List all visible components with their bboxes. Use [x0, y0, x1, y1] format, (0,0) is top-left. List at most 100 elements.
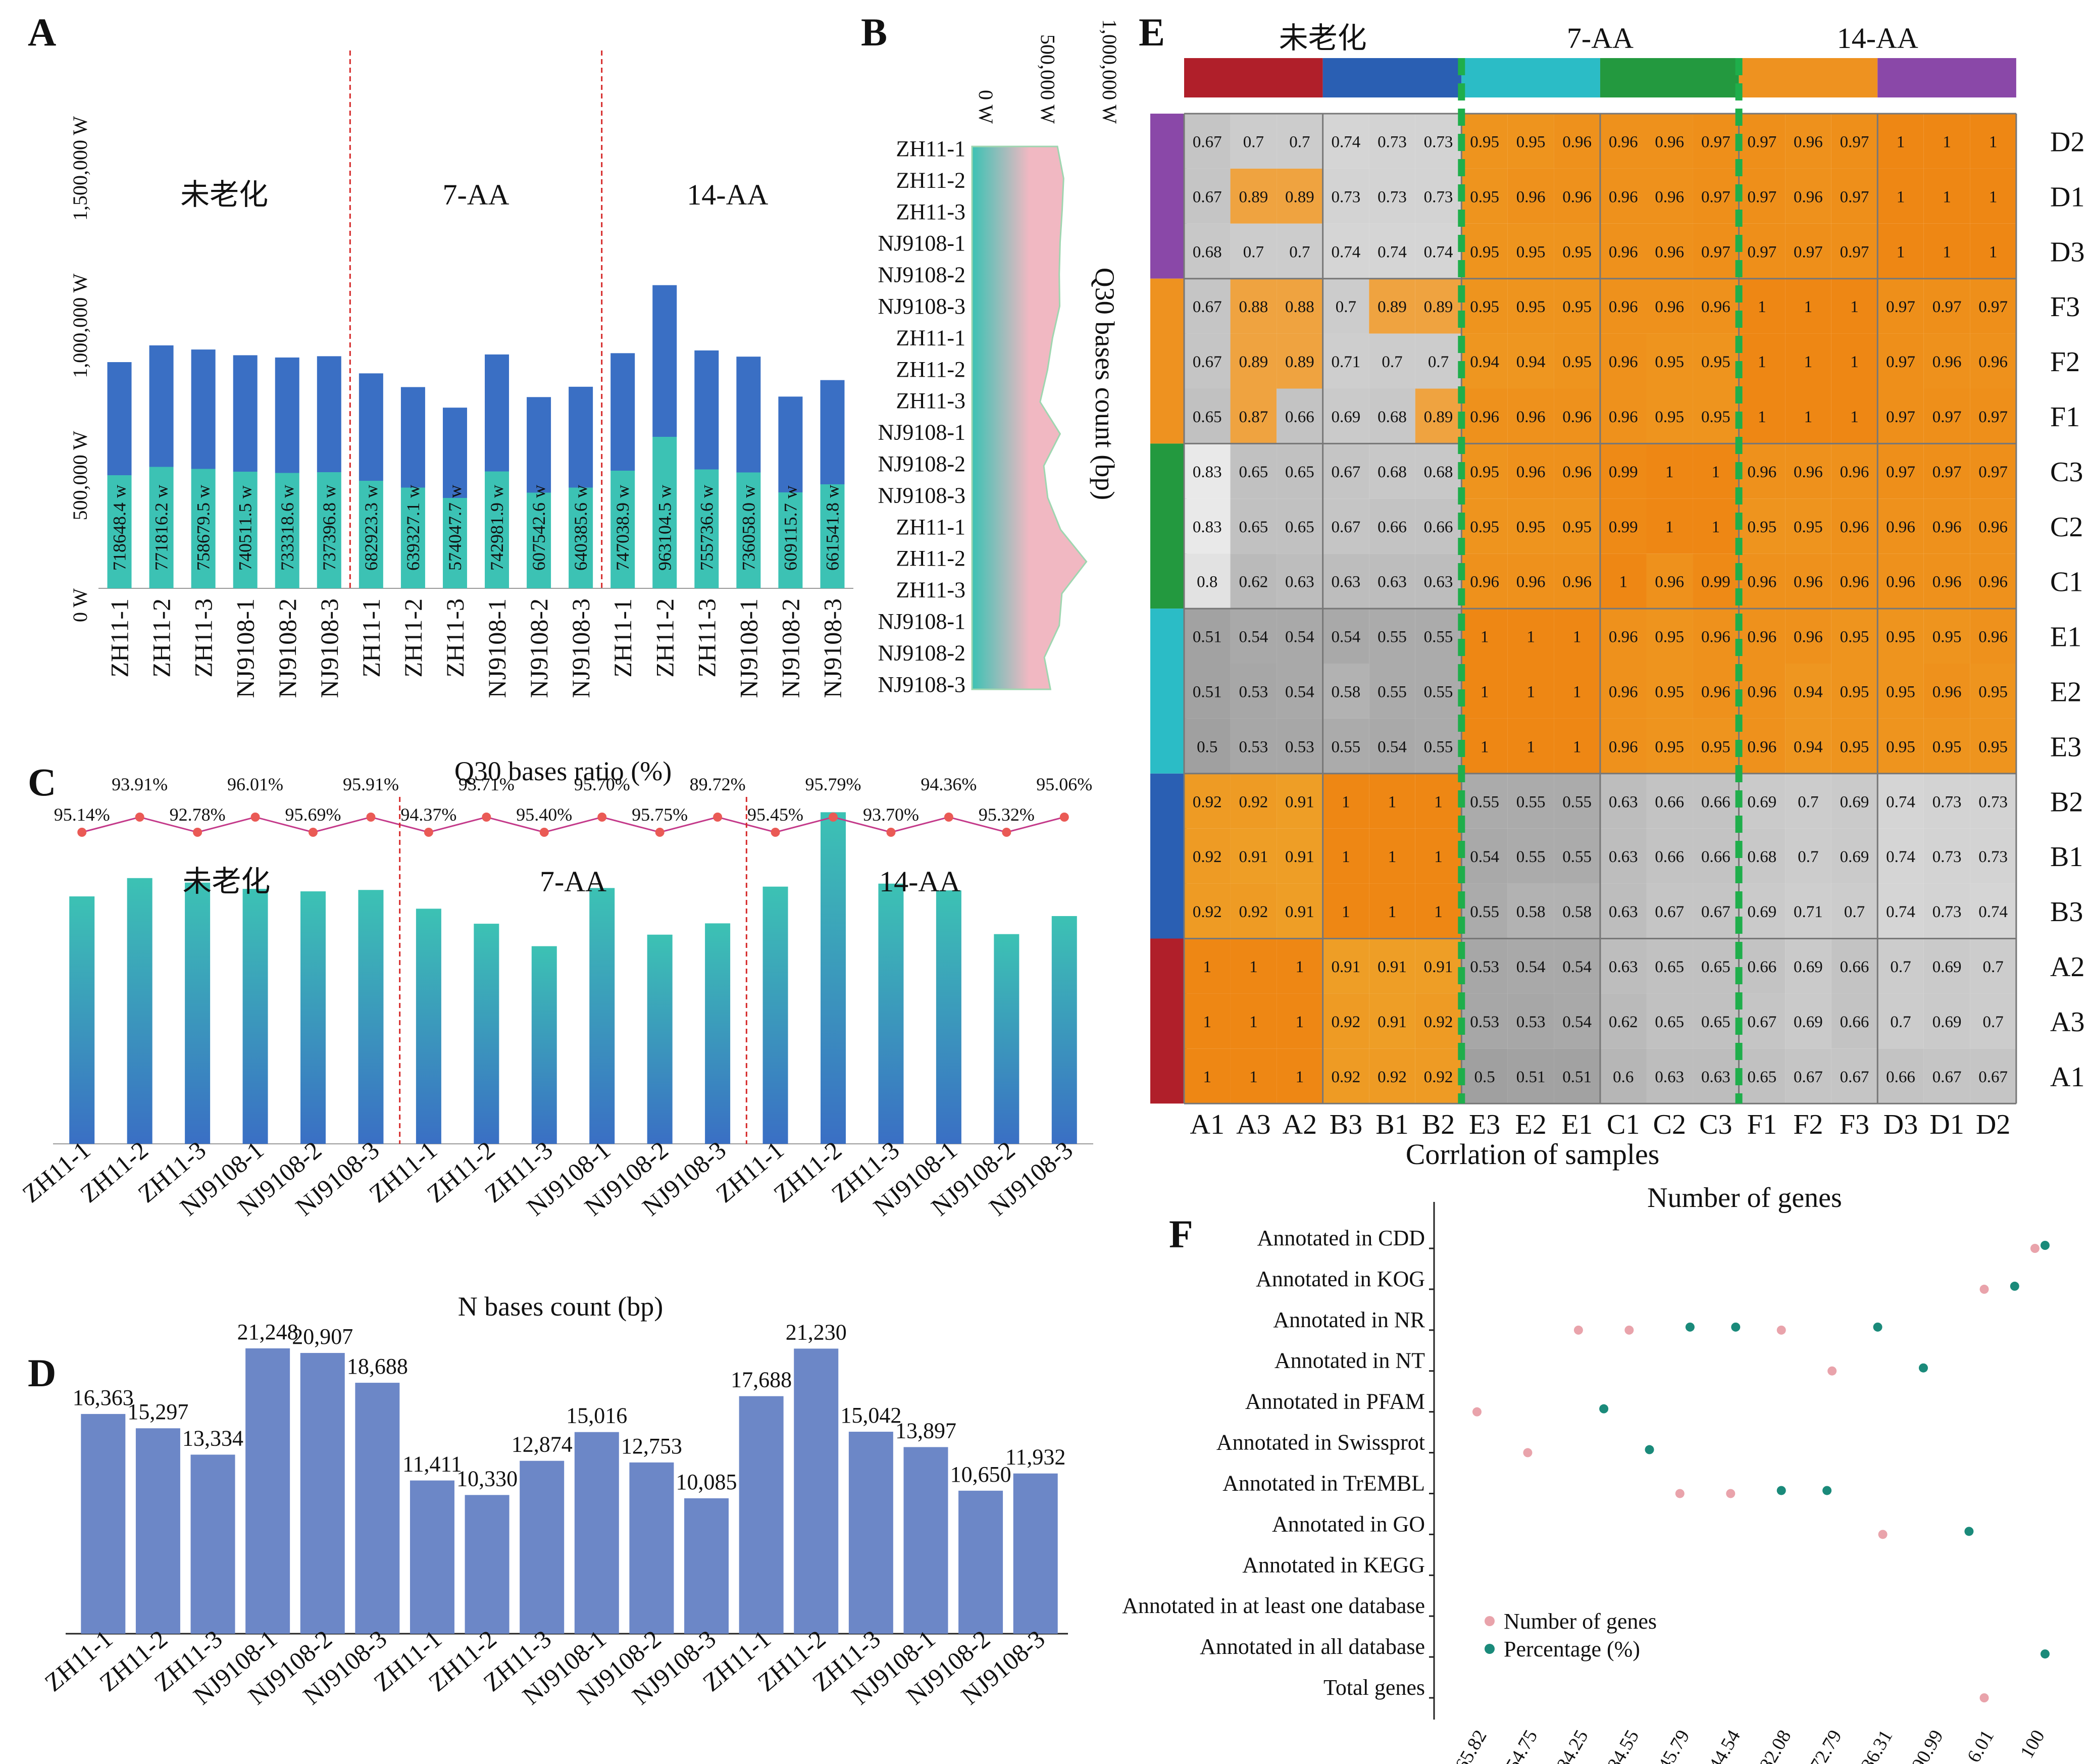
panel-e-cell-label: 0.95 [1932, 628, 1962, 646]
panel-e-cell [1415, 278, 1462, 334]
panel-c-ratio-point [539, 828, 549, 837]
panel-e-cell [1322, 114, 1369, 169]
panel-e-cell-label: 0.95 [1701, 353, 1730, 371]
panel-e-cell [1831, 609, 1878, 664]
panel-e-cell-label: 0.96 [1516, 573, 1546, 591]
panel-e-cell [1369, 443, 1415, 499]
panel-e-cell-label: 0.55 [1470, 793, 1499, 811]
panel-e-cell-label: 0.74 [1978, 903, 2008, 921]
panel-e-row-label: F1 [2050, 401, 2080, 433]
panel-e-cell-label: 0.65 [1285, 463, 1314, 481]
panel-e-cell [1970, 278, 2016, 334]
panel-e-cell-label: 0.73 [1978, 793, 2008, 811]
panel-e-cell [1600, 1048, 1647, 1104]
panel-e-cell [1646, 333, 1693, 389]
panel-d-bar [410, 1480, 454, 1634]
panel-e-cell-label: 1 [1481, 628, 1489, 646]
panel-e-cell [1923, 114, 1970, 169]
panel-e-cell-label: 0.66 [1424, 518, 1453, 536]
panel-e-cell-label: 0.67 [1332, 463, 1361, 481]
panel-e-cell-label: 1 [1249, 958, 1258, 976]
panel-c-ratio-point [309, 828, 318, 837]
panel-f-xtick: 84.55 [1603, 1727, 1643, 1764]
panel-a-xtick: ZH11-3 [692, 598, 721, 677]
panel-e-cell-label: 0.95 [1655, 353, 1684, 371]
panel-e-cell [1554, 388, 1600, 444]
panel-a-bar [400, 387, 425, 588]
panel-e-cell [1230, 553, 1277, 609]
panel-e-cell [1646, 278, 1693, 334]
panel-e-cell [1785, 388, 1831, 444]
panel-e-col-label: D1 [1929, 1109, 1964, 1140]
panel-e-cell [1739, 828, 1786, 884]
panel-a-xtick: NJ9108-2 [525, 598, 553, 698]
panel-e-cell-label: 0.62 [1239, 573, 1268, 591]
panel-e-cell-label: 0.96 [1748, 628, 1777, 646]
panel-c-ratio-point [193, 828, 202, 837]
panel-e-cell [1600, 168, 1647, 224]
panel-b-ytick: ZH11-2 [896, 357, 965, 382]
panel-e-cell [1184, 718, 1231, 774]
panel-a-bar [778, 396, 803, 588]
panel-e-cell [1693, 498, 1739, 554]
panel-e-cell [1970, 443, 2016, 499]
panel-c-ratio-point [1002, 828, 1011, 837]
panel-e-cell [1831, 773, 1878, 829]
panel-e-cell [1369, 828, 1415, 884]
panel-e-cell [1923, 553, 1970, 609]
panel-e-cell-label: 0.96 [1655, 298, 1684, 316]
panel-e-cell-label: 0.73 [1378, 133, 1407, 151]
panel-e-cell-label: 0.92 [1378, 1068, 1407, 1086]
panel-f-point-percentage [1919, 1363, 1928, 1373]
panel-e-cell [1461, 553, 1508, 609]
panel-e-cell [1739, 168, 1786, 224]
panel-c-ratio-point [482, 813, 491, 822]
panel-e-cell-label: 0.96 [1562, 573, 1592, 591]
panel-e-cell [1693, 388, 1739, 444]
panel-e-cell-label: 1 [1712, 463, 1720, 481]
panel-e-cell [1877, 993, 1924, 1049]
panel-e-cell [1831, 114, 1878, 169]
panel-e-cell-label: 0.95 [1701, 738, 1730, 756]
panel-e-cell [1415, 388, 1462, 444]
panel-e-cell-label: 0.97 [1701, 133, 1730, 151]
panel-e-cell [1369, 1048, 1415, 1104]
panel-e-cell-label: 0.96 [1562, 133, 1592, 151]
panel-e-cell [1646, 664, 1693, 719]
panel-e-cell [1970, 718, 2016, 774]
panel-e-cell [1739, 938, 1786, 994]
panel-e-cell [1785, 938, 1831, 994]
panel-e-cell [1831, 883, 1878, 939]
panel-e-cell-label: 0.5 [1474, 1068, 1495, 1086]
panel-e-cell [1415, 993, 1462, 1049]
panel-e-cell-label: 0.94 [1794, 683, 1823, 701]
panel-e-cell [1184, 388, 1231, 444]
panel-e-cell-label: 0.69 [1794, 1013, 1823, 1031]
panel-c-ratio-label: 96.01% [227, 774, 283, 794]
panel-c-ratio-point [829, 813, 838, 822]
panel-e-cell-label: 0.96 [1978, 628, 2008, 646]
panel-e-cell [1970, 883, 2016, 939]
panel-e-cell-label: 0.7 [1336, 298, 1356, 316]
panel-e-cell [1970, 993, 2016, 1049]
panel-f-category-label: Annotated in CDD [1257, 1226, 1425, 1250]
panel-e-cell-label: 0.7 [1289, 133, 1310, 151]
panel-e-cell-label: 0.95 [1840, 738, 1869, 756]
panel-e-cell-label: 0.96 [1748, 683, 1777, 701]
panel-a-group-label: 未老化 [180, 178, 268, 211]
panel-e-cell [1554, 443, 1600, 499]
panel-e-left-group-bar [1150, 609, 1187, 774]
panel-e-cell-label: 0.89 [1239, 353, 1268, 371]
panel-e-cell [1369, 553, 1415, 609]
panel-e-cell-label: 0.6 [1613, 1068, 1634, 1086]
panel-c-bar [185, 882, 211, 1144]
panel-e-cell-label: 0.97 [1886, 298, 1915, 316]
panel-e-cell-label: 0.73 [1932, 903, 1962, 921]
panel-e-cell [1230, 609, 1277, 664]
panel-e-cell [1554, 1048, 1600, 1104]
panel-e-cell-label: 0.69 [1932, 1013, 1962, 1031]
panel-c-title: Q30 bases ratio (%) [454, 756, 672, 786]
panel-e-cell [1693, 664, 1739, 719]
panel-e-cell [1322, 278, 1369, 334]
panel-e-letter: E [1139, 10, 1165, 54]
